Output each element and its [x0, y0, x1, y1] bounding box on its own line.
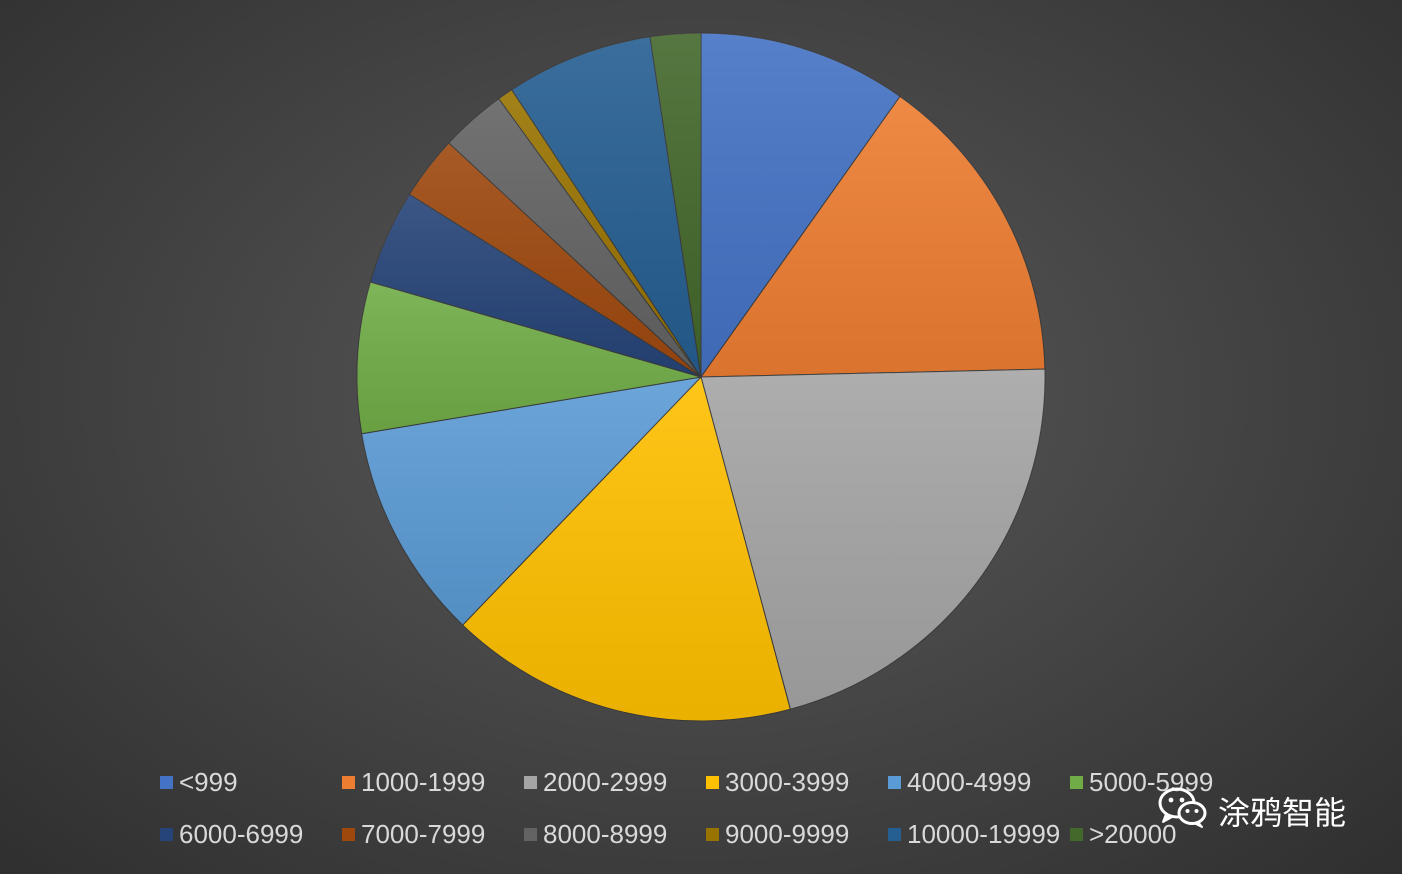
legend-label: 4000-4999 [907, 766, 1032, 797]
legend-item: 4000-4999 [888, 764, 1070, 800]
legend-swatch [342, 775, 355, 789]
legend-item: 3000-3999 [706, 764, 888, 800]
legend-swatch [1070, 827, 1083, 841]
legend-item: >20000 [1070, 816, 1252, 852]
legend-label: 1000-1999 [361, 766, 486, 797]
legend-item: <999 [160, 764, 342, 800]
legend-item: 2000-2999 [524, 764, 706, 800]
watermark-text: 涂鸦智能 [1218, 794, 1347, 832]
legend-label: 8000-8999 [543, 818, 668, 849]
legend-row: <999 1000-1999 2000-2999 3000-3999 4000-4999… [160, 764, 1260, 800]
legend-item: 6000-6999 [160, 816, 342, 852]
legend-swatch [706, 827, 719, 841]
watermark: 涂鸦智能 [1158, 786, 1346, 836]
legend-label: >20000 [1089, 818, 1177, 849]
legend-item: 9000-9999 [706, 816, 888, 852]
legend-label: 7000-7999 [361, 818, 486, 849]
legend-item: 5000-5999 [1070, 764, 1252, 800]
legend-swatch [524, 827, 537, 841]
legend-label: 6000-6999 [179, 818, 304, 849]
legend-item: 7000-7999 [342, 816, 524, 852]
legend-swatch [888, 775, 901, 789]
legend-item: 8000-8999 [524, 816, 706, 852]
chart-legend: <999 1000-1999 2000-2999 3000-3999 4000-4999… [160, 764, 1260, 868]
legend-label: 10000-19999 [907, 818, 1061, 849]
legend-swatch [706, 775, 719, 789]
legend-label: 9000-9999 [725, 818, 850, 849]
legend-label: 3000-3999 [725, 766, 850, 797]
wechat-icon [1158, 786, 1218, 836]
pie-slices [356, 32, 1046, 722]
legend-swatch [342, 827, 355, 841]
legend-label: 2000-2999 [543, 766, 668, 797]
legend-label: 5000-5999 [1089, 766, 1214, 797]
legend-swatch [1070, 775, 1083, 789]
legend-swatch [524, 775, 537, 789]
legend-item: 1000-1999 [342, 764, 524, 800]
legend-swatch [888, 827, 901, 841]
legend-label: <999 [179, 766, 238, 797]
legend-item: 10000-19999 [888, 816, 1070, 852]
legend-swatch [160, 775, 173, 789]
legend-row: 6000-6999 7000-7999 8000-8999 9000-9999 1000… [160, 816, 1260, 852]
legend-swatch [160, 827, 173, 841]
